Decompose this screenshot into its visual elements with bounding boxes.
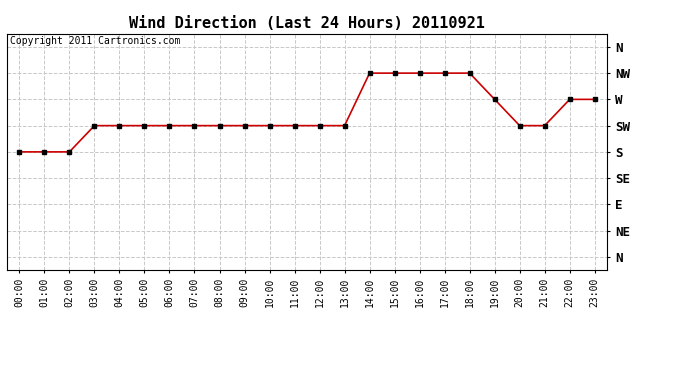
Text: Copyright 2011 Cartronics.com: Copyright 2011 Cartronics.com	[10, 36, 180, 46]
Title: Wind Direction (Last 24 Hours) 20110921: Wind Direction (Last 24 Hours) 20110921	[129, 16, 485, 31]
